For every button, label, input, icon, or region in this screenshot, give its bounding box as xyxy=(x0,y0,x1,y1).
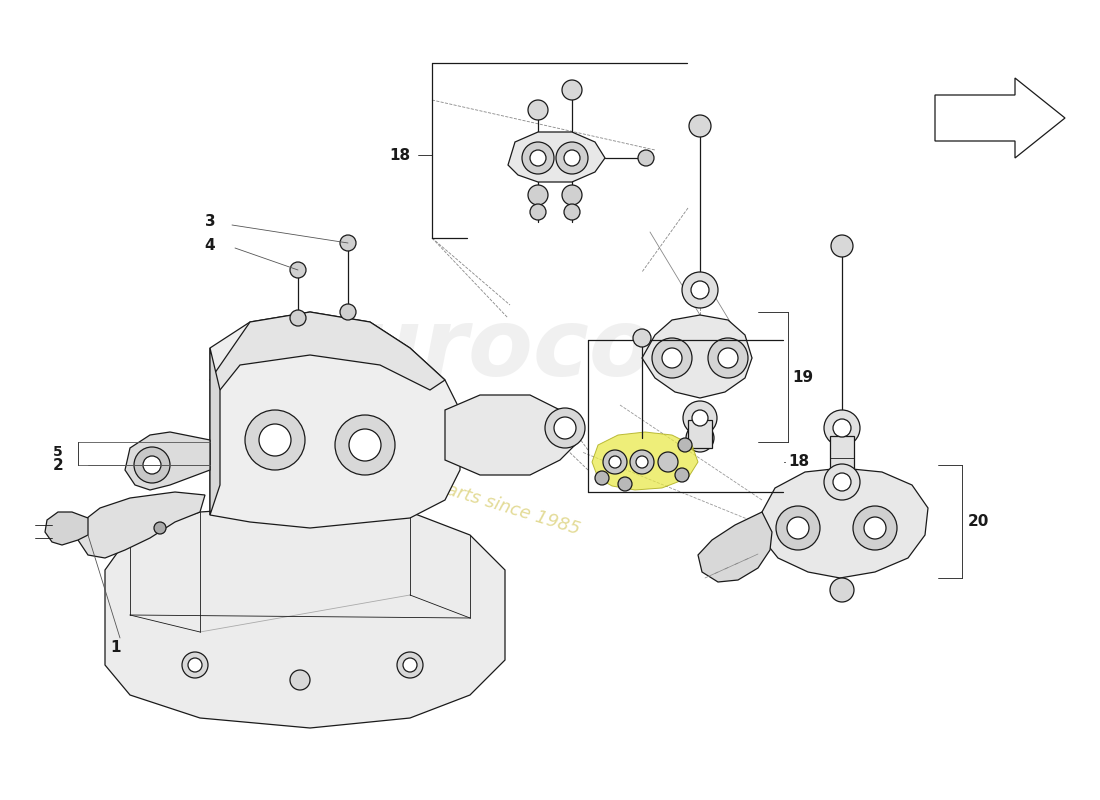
Circle shape xyxy=(340,304,356,320)
Circle shape xyxy=(336,415,395,475)
Circle shape xyxy=(564,150,580,166)
Circle shape xyxy=(630,450,654,474)
Polygon shape xyxy=(125,432,210,490)
Circle shape xyxy=(864,517,886,539)
Circle shape xyxy=(830,235,852,257)
Circle shape xyxy=(340,235,356,251)
Circle shape xyxy=(678,438,692,452)
Polygon shape xyxy=(592,432,698,490)
Circle shape xyxy=(290,262,306,278)
Circle shape xyxy=(636,456,648,468)
Circle shape xyxy=(143,456,161,474)
Circle shape xyxy=(718,348,738,368)
Circle shape xyxy=(652,338,692,378)
Polygon shape xyxy=(698,512,772,582)
Circle shape xyxy=(852,506,896,550)
Circle shape xyxy=(397,652,424,678)
Circle shape xyxy=(530,150,546,166)
Polygon shape xyxy=(210,312,460,528)
Text: 18: 18 xyxy=(389,147,410,162)
Circle shape xyxy=(675,468,689,482)
Polygon shape xyxy=(210,312,446,390)
Circle shape xyxy=(290,310,306,326)
Text: 19: 19 xyxy=(792,370,813,386)
Circle shape xyxy=(776,506,820,550)
Circle shape xyxy=(708,338,748,378)
Circle shape xyxy=(564,204,580,220)
Text: 2: 2 xyxy=(53,458,64,473)
Circle shape xyxy=(833,473,851,491)
Polygon shape xyxy=(935,78,1065,158)
Text: 5: 5 xyxy=(53,445,63,459)
Circle shape xyxy=(530,204,546,220)
Bar xyxy=(688,420,712,448)
Text: eurococ: eurococ xyxy=(290,304,710,396)
Polygon shape xyxy=(210,348,220,515)
Circle shape xyxy=(824,410,860,446)
Circle shape xyxy=(662,348,682,368)
Polygon shape xyxy=(446,395,575,475)
Circle shape xyxy=(689,115,711,137)
Circle shape xyxy=(833,419,851,437)
Circle shape xyxy=(692,410,708,426)
Polygon shape xyxy=(508,132,605,182)
Circle shape xyxy=(522,142,554,174)
Text: 1: 1 xyxy=(110,641,121,655)
Circle shape xyxy=(134,447,170,483)
Circle shape xyxy=(544,408,585,448)
Polygon shape xyxy=(104,505,505,728)
Circle shape xyxy=(632,329,651,347)
Circle shape xyxy=(691,281,710,299)
Text: 4: 4 xyxy=(205,238,216,253)
Circle shape xyxy=(290,670,310,690)
Text: 3: 3 xyxy=(205,214,216,230)
Circle shape xyxy=(683,401,717,435)
Circle shape xyxy=(554,417,576,439)
Text: 20: 20 xyxy=(968,514,989,530)
Circle shape xyxy=(245,410,305,470)
Circle shape xyxy=(562,80,582,100)
Circle shape xyxy=(258,424,292,456)
Polygon shape xyxy=(642,315,752,398)
Circle shape xyxy=(595,471,609,485)
Polygon shape xyxy=(45,512,88,545)
Circle shape xyxy=(556,142,588,174)
Text: a passion for parts since 1985: a passion for parts since 1985 xyxy=(318,442,583,538)
Circle shape xyxy=(528,185,548,205)
Circle shape xyxy=(182,652,208,678)
Circle shape xyxy=(603,450,627,474)
Text: 18: 18 xyxy=(788,454,810,470)
Circle shape xyxy=(682,272,718,308)
Circle shape xyxy=(638,150,654,166)
Circle shape xyxy=(349,429,381,461)
Circle shape xyxy=(528,100,548,120)
Circle shape xyxy=(618,477,632,491)
Circle shape xyxy=(609,456,622,468)
Circle shape xyxy=(830,578,854,602)
Circle shape xyxy=(562,185,582,205)
Circle shape xyxy=(658,452,678,472)
Circle shape xyxy=(824,464,860,500)
Circle shape xyxy=(686,424,714,452)
Polygon shape xyxy=(762,468,928,578)
Circle shape xyxy=(154,522,166,534)
Polygon shape xyxy=(78,492,205,558)
Circle shape xyxy=(188,658,202,672)
Bar xyxy=(830,436,854,478)
Circle shape xyxy=(786,517,808,539)
Circle shape xyxy=(403,658,417,672)
